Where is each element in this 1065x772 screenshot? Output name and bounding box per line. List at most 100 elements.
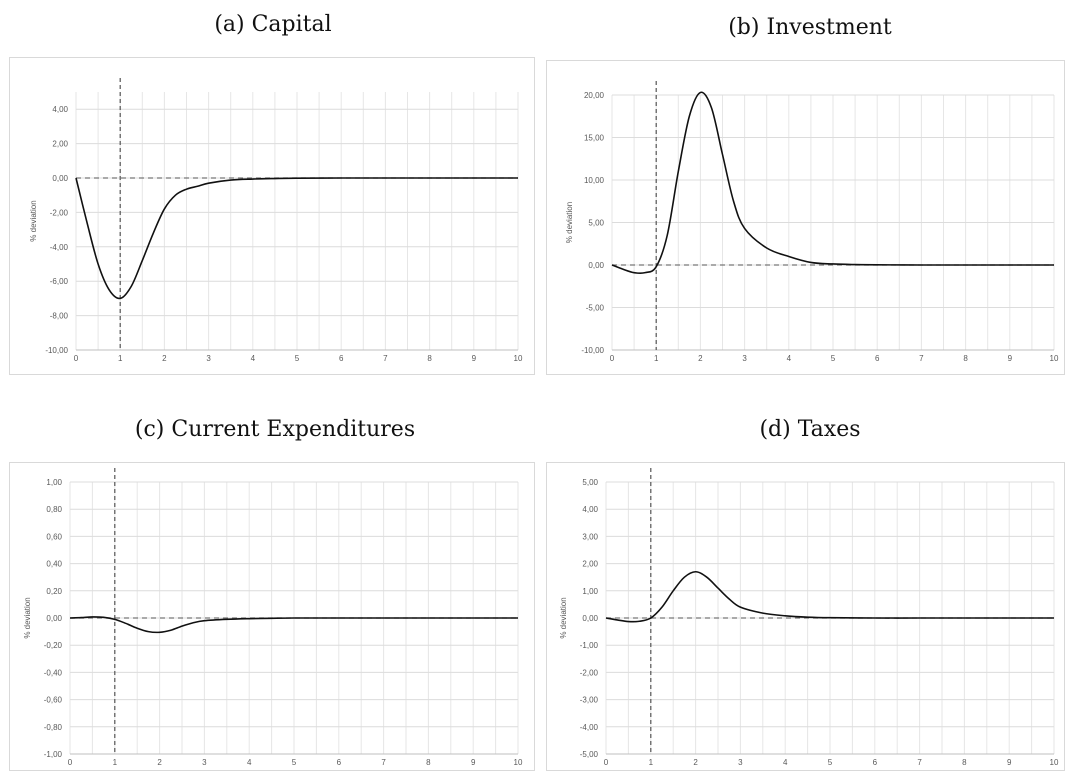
- x-tick-label: 8: [962, 758, 967, 767]
- x-tick-label: 5: [828, 758, 833, 767]
- y-tick-label: -1,00: [44, 750, 63, 759]
- x-tick-label: 8: [426, 758, 431, 767]
- x-tick-label: 0: [68, 758, 73, 767]
- y-tick-label: -0,20: [44, 641, 63, 650]
- y-tick-label: -5,00: [586, 304, 605, 313]
- y-tick-label: 2,00: [52, 140, 68, 149]
- chart-svg: 20,00 15,00 10,00 5,00 0,00 -5,00 -10,00 0 1 2 3 4 5…: [565, 81, 1059, 363]
- y-tick-label: 10,00: [584, 176, 605, 185]
- x-tick-label: 3: [202, 758, 207, 767]
- x-tick-label: 0: [604, 758, 609, 767]
- x-tick-label: 2: [162, 354, 167, 363]
- series-line: [69, 616, 518, 634]
- y-tick-label: -0,80: [44, 723, 63, 732]
- x-tick-label: 4: [251, 354, 256, 363]
- chart-title-investment: (b) Investment: [728, 15, 892, 40]
- x-tick-label: 2: [157, 758, 162, 767]
- y-tick-label: -0,40: [44, 668, 63, 677]
- chart-svg: 1,00 0,80 0,60 0,40 0,20 0,00 -0,20 -0,40 -0,60 -…: [23, 468, 523, 767]
- x-tick-label: 1: [649, 758, 654, 767]
- y-tick-label: -0,60: [44, 696, 63, 705]
- x-tick-label: 5: [831, 354, 836, 363]
- x-tick-label: 6: [337, 758, 342, 767]
- x-tick-label: 7: [383, 354, 388, 363]
- y-tick-label: 1,00: [46, 478, 62, 487]
- y-tick-label: -6,00: [50, 277, 69, 286]
- y-axis-label: % deviation: [23, 597, 32, 638]
- y-tick-label: -5,00: [580, 750, 599, 759]
- x-tick-label: 6: [875, 354, 880, 363]
- x-tick-label: 3: [742, 354, 747, 363]
- x-tick-label: 6: [873, 758, 878, 767]
- x-tick-label: 10: [514, 354, 523, 363]
- x-tick-label: 5: [295, 354, 300, 363]
- current-expenditures-chart: 1,00 0,80 0,60 0,40 0,20 0,00 -0,20 -0,40 -0,60 -…: [9, 462, 535, 771]
- series-line: [611, 91, 1054, 275]
- series-line: [75, 177, 518, 300]
- y-tick-label: -1,00: [580, 641, 599, 650]
- x-tick-label: 8: [963, 354, 968, 363]
- x-tick-label: 1: [118, 354, 123, 363]
- y-tick-label: -4,00: [580, 723, 599, 732]
- y-tick-label: 4,00: [52, 105, 68, 114]
- y-tick-label: -2,00: [50, 208, 69, 217]
- y-tick-label: 5,00: [588, 219, 604, 228]
- chart-svg: 5,00 4,00 3,00 2,00 1,00 0,00 -1,00 -2,00 -3,00 -…: [559, 468, 1059, 767]
- y-tick-label: -10,00: [45, 346, 68, 355]
- x-tick-label: 8: [427, 354, 432, 363]
- x-tick-label: 1: [654, 354, 659, 363]
- x-tick-label: 10: [1050, 354, 1059, 363]
- y-tick-label: -2,00: [580, 668, 599, 677]
- y-axis-label: % deviation: [29, 200, 38, 241]
- x-tick-label: 2: [693, 758, 698, 767]
- y-axis-label: % deviation: [559, 597, 568, 638]
- x-tick-label: 10: [1050, 758, 1059, 767]
- taxes-chart: 5,00 4,00 3,00 2,00 1,00 0,00 -1,00 -2,00 -3,00 -…: [546, 462, 1065, 771]
- x-tick-label: 0: [610, 354, 615, 363]
- y-tick-label: 15,00: [584, 134, 605, 143]
- x-tick-label: 0: [74, 354, 79, 363]
- y-tick-label: 5,00: [582, 478, 598, 487]
- x-tick-label: 10: [514, 758, 523, 767]
- chart-title-capital: (a) Capital: [214, 12, 332, 37]
- y-tick-label: 0,40: [46, 560, 62, 569]
- x-tick-label: 3: [738, 758, 743, 767]
- chart-title-current-expenditures: (c) Current Expenditures: [134, 417, 416, 442]
- x-tick-label: 9: [471, 758, 476, 767]
- y-tick-label: 0,20: [46, 587, 62, 596]
- chart-svg: 4,00 2,00 0,00 -2,00 -4,00 -6,00 -8,00 -10,00 0 1…: [29, 78, 523, 363]
- capital-chart: 4,00 2,00 0,00 -2,00 -4,00 -6,00 -8,00 -10,00 0 1…: [9, 57, 535, 375]
- y-tick-label: 0,00: [582, 614, 598, 623]
- y-tick-label: 1,00: [582, 587, 598, 596]
- y-tick-label: 20,00: [584, 91, 605, 100]
- x-tick-label: 6: [339, 354, 344, 363]
- x-tick-label: 7: [917, 758, 922, 767]
- x-tick-label: 7: [381, 758, 386, 767]
- series-line: [605, 570, 1054, 623]
- y-tick-label: -10,00: [581, 346, 604, 355]
- investment-chart: 20,00 15,00 10,00 5,00 0,00 -5,00 -10,00 0 1 2 3 4 5…: [546, 60, 1065, 375]
- chart-title-taxes: (d) Taxes: [759, 417, 861, 442]
- x-tick-label: 9: [1008, 354, 1013, 363]
- y-tick-label: 0,00: [46, 614, 62, 623]
- y-tick-label: 2,00: [582, 560, 598, 569]
- y-tick-label: 0,60: [46, 532, 62, 541]
- y-axis-label: % deviation: [565, 202, 574, 243]
- y-tick-label: 0,00: [588, 261, 604, 270]
- y-tick-label: 0,00: [52, 174, 68, 183]
- y-tick-label: -4,00: [50, 243, 69, 252]
- x-tick-label: 9: [1007, 758, 1012, 767]
- x-tick-label: 9: [472, 354, 477, 363]
- x-tick-label: 7: [919, 354, 924, 363]
- y-tick-label: -8,00: [50, 312, 69, 321]
- x-tick-label: 4: [247, 758, 252, 767]
- x-tick-label: 4: [783, 758, 788, 767]
- y-tick-label: -3,00: [580, 696, 599, 705]
- x-tick-label: 3: [206, 354, 211, 363]
- x-tick-label: 1: [113, 758, 118, 767]
- x-tick-label: 4: [787, 354, 792, 363]
- x-tick-label: 5: [292, 758, 297, 767]
- y-tick-label: 3,00: [582, 532, 598, 541]
- y-tick-label: 4,00: [582, 505, 598, 514]
- y-tick-label: 0,80: [46, 505, 62, 514]
